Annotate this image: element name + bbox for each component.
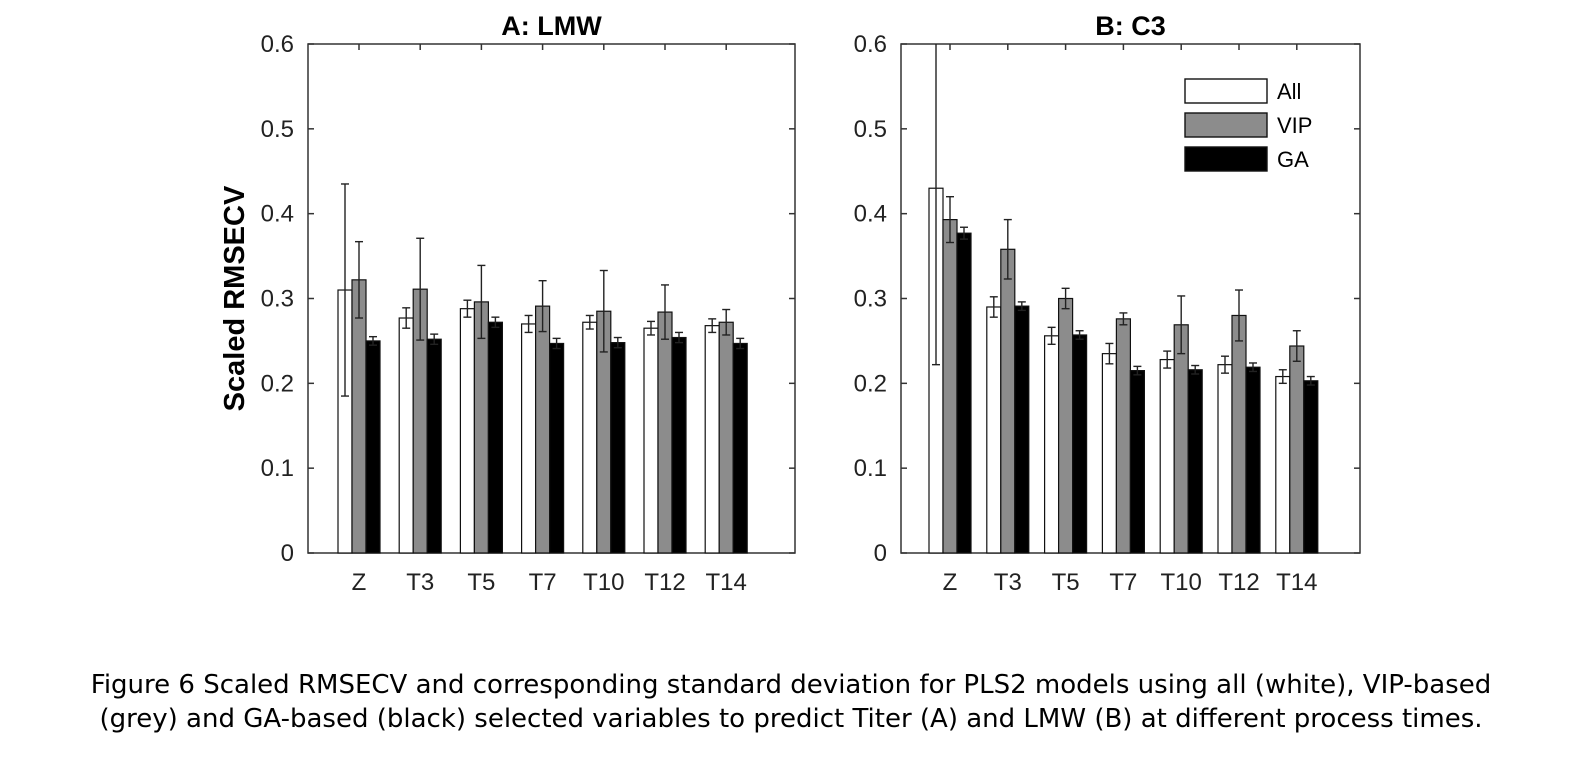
legend-swatch-ga <box>1184 146 1268 172</box>
x-tick-label: T12 <box>1218 569 1259 596</box>
legend-swatch-vip <box>1184 112 1268 138</box>
y-tick-label: 0.2 <box>854 370 887 397</box>
bar-all <box>398 317 414 554</box>
bar-ga <box>1129 370 1146 554</box>
y-tick-label: 0 <box>281 540 294 567</box>
y-tick-label: 0.3 <box>261 286 294 313</box>
bar-all <box>1275 375 1291 554</box>
bar-vip <box>1231 314 1247 554</box>
x-tick-label: Z <box>352 569 367 596</box>
bar-all <box>1101 353 1118 554</box>
bar-all <box>986 306 1002 554</box>
bar-all <box>643 327 659 554</box>
y-tick-label: 0 <box>874 540 887 567</box>
bar-ga <box>732 342 748 554</box>
bar-vip <box>473 301 489 554</box>
y-axis-label: Scaled RMSECV <box>219 185 251 411</box>
bar-all <box>582 321 598 554</box>
x-tick-label: T12 <box>644 569 685 596</box>
bar-all <box>1043 335 1060 554</box>
chart-panel-b: 0 0.1 0.2 0.3 0.4 0.5 0.6 Z T3 T5 T7 T10 T12 T14 B: C3… <box>854 11 1361 596</box>
bar-ga <box>1187 369 1203 554</box>
legend-label-ga: GA <box>1277 147 1309 172</box>
x-tick-label: T10 <box>583 569 624 596</box>
bar-ga <box>1303 380 1319 554</box>
legend: All VIP GA <box>1184 78 1312 172</box>
bar-ga <box>548 342 565 554</box>
bar-all <box>1217 364 1233 554</box>
x-tick-label: T14 <box>1276 569 1317 596</box>
legend-swatch-all <box>1184 78 1268 104</box>
panel-title: A: LMW <box>501 11 602 41</box>
panel-title: B: C3 <box>1095 11 1166 41</box>
bar-vip <box>718 321 734 554</box>
figure: 0 0.1 0.2 0.3 0.4 0.5 0.6 Z T3 T5 T7 T10 T12 T14 A: LM… <box>219 11 1361 596</box>
bar-vip <box>1000 248 1016 554</box>
chart-panel-a: 0 0.1 0.2 0.3 0.4 0.5 0.6 Z T3 T5 T7 T10 T12 T14 A: LM… <box>219 11 796 596</box>
bar-ga <box>1014 305 1030 554</box>
bar-ga <box>956 232 972 554</box>
y-tick-label: 0.5 <box>854 116 887 143</box>
bar-vip <box>1289 345 1305 554</box>
y-tick-label: 0.6 <box>261 31 294 58</box>
bar-all <box>704 325 720 554</box>
y-tick-label: 0.2 <box>261 370 294 397</box>
y-tick-label: 0.5 <box>261 116 294 143</box>
bar-vip <box>1115 318 1132 554</box>
y-tick-label: 0.1 <box>261 455 294 482</box>
bar-ga <box>610 342 626 554</box>
figure-caption: Figure 6 Scaled RMSECV and corresponding… <box>0 668 1582 736</box>
caption-line-2: (grey) and GA-based (black) selected var… <box>99 704 1483 734</box>
y-tick-label: 0.6 <box>854 31 887 58</box>
x-tick-label: T7 <box>1109 569 1137 596</box>
x-tick-label: T3 <box>994 569 1022 596</box>
bar-ga <box>365 340 381 554</box>
bar-vip <box>1173 324 1189 554</box>
x-tick-label: T10 <box>1161 569 1202 596</box>
y-tick-label: 0.4 <box>261 201 294 228</box>
y-tick-label: 0.4 <box>854 201 887 228</box>
caption-line-1: Figure 6 Scaled RMSECV and corresponding… <box>90 670 1492 700</box>
bar-ga <box>671 336 687 554</box>
legend-label-all: All <box>1277 79 1301 104</box>
y-tick-label: 0.1 <box>854 455 887 482</box>
bar-ga <box>1245 366 1261 554</box>
bar-all <box>1159 358 1175 554</box>
bar-vip <box>942 219 958 554</box>
bar-vip <box>657 311 673 554</box>
x-tick-label: T3 <box>406 569 434 596</box>
x-tick-label: T14 <box>706 569 747 596</box>
x-tick-label: T5 <box>1052 569 1080 596</box>
bar-all <box>459 308 475 554</box>
bar-ga <box>487 321 503 554</box>
legend-label-vip: VIP <box>1277 113 1312 138</box>
x-tick-label: T7 <box>529 569 557 596</box>
bar-all <box>520 323 537 554</box>
bar-vip <box>1057 297 1074 554</box>
bar-ga <box>1071 334 1088 554</box>
bar-vip <box>534 305 551 554</box>
x-tick-label: T5 <box>467 569 495 596</box>
bar-ga <box>426 338 442 554</box>
x-tick-label: Z <box>943 569 958 596</box>
bar-vip <box>351 279 367 554</box>
y-tick-label: 0.3 <box>854 286 887 313</box>
